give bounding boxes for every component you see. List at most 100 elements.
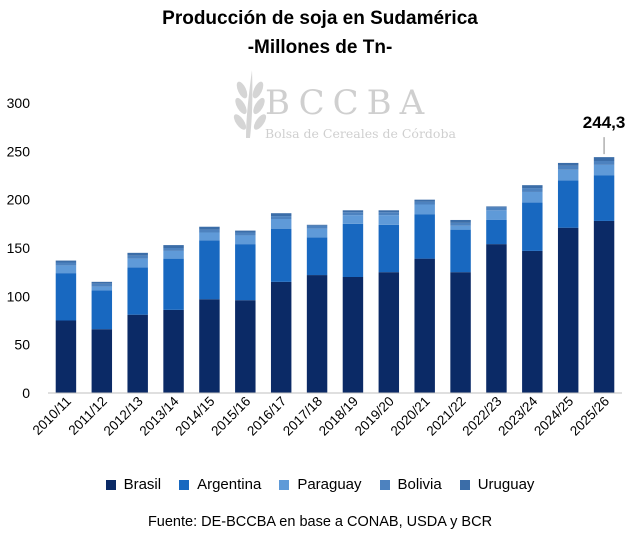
bar-segment-paraguay	[127, 258, 148, 268]
legend-item-bolivia: Bolivia	[379, 476, 442, 493]
bar-segment-argentina	[450, 229, 471, 273]
y-tick-label: 300	[7, 95, 31, 111]
bar-segment-argentina	[593, 175, 615, 221]
bar-segment-brasil	[55, 320, 77, 393]
bar-segment-uruguay	[127, 252, 148, 256]
bar-segment-uruguay	[55, 260, 77, 263]
y-tick-label: 200	[7, 192, 31, 208]
legend-label: Bolivia	[397, 476, 442, 493]
bar-segment-bolivia	[378, 212, 400, 216]
bar-segment-brasil	[378, 272, 400, 393]
bar-segment-argentina	[199, 240, 220, 300]
bar-segment-bolivia	[270, 216, 292, 219]
bar-segment-paraguay	[199, 232, 220, 241]
bar-segment-bolivia	[91, 283, 113, 287]
bar-segment-argentina	[342, 223, 364, 277]
bar-segment-argentina	[557, 180, 579, 228]
bar-segment-brasil	[306, 275, 328, 393]
y-tick-label: 250	[7, 143, 31, 159]
total-annotation: 244,3	[583, 113, 626, 155]
legend-label: Argentina	[197, 476, 262, 493]
source-note: Fuente: DE-BCCBA en base a CONAB, USDA y…	[147, 514, 493, 530]
bar-segment-bolivia	[342, 212, 364, 216]
bar-segment-argentina	[378, 224, 400, 273]
bar-segment-brasil	[235, 300, 256, 393]
bar-segment-uruguay	[378, 210, 400, 213]
legend-swatch	[459, 479, 470, 490]
bar-segment-argentina	[235, 244, 256, 301]
stacked-bar-chart: BCCBA Bolsa de Cereales de Córdoba 0 50 10…	[7, 70, 626, 439]
bar-segment-paraguay	[306, 228, 328, 238]
bar-segment-bolivia	[306, 225, 328, 229]
bar-segment-bolivia	[486, 207, 507, 211]
watermark: BCCBA Bolsa de Cereales de Córdoba	[233, 70, 456, 141]
bar-segment-paraguay	[593, 164, 615, 176]
bar-segment-bolivia	[235, 232, 256, 236]
legend-swatch	[379, 479, 390, 490]
bar-segment-uruguay	[235, 230, 256, 233]
bar-segment-uruguay	[270, 213, 292, 217]
bar-segment-brasil	[414, 258, 435, 393]
bar-segment-paraguay	[342, 215, 364, 224]
bar-segment-uruguay	[450, 219, 471, 223]
annotation-label: 244,3	[583, 113, 626, 132]
bar-segment-brasil	[270, 281, 292, 393]
bar-segment-argentina	[486, 219, 507, 245]
bar-segment-brasil	[163, 309, 184, 393]
bar-segment-brasil	[127, 314, 148, 393]
bar-segment-brasil	[199, 299, 220, 393]
bar-segment-bolivia	[593, 161, 615, 165]
legend-item-paraguay: Paraguay	[279, 476, 362, 493]
bar-segment-paraguay	[557, 169, 579, 181]
bar-segment-brasil	[486, 244, 507, 393]
bar-segment-uruguay	[414, 199, 435, 202]
bar-segment-argentina	[127, 267, 148, 315]
bar-segment-argentina	[306, 237, 328, 276]
y-tick-label: 0	[22, 385, 30, 401]
bar-segment-uruguay	[557, 162, 579, 166]
y-axis: 0 50 100 150 200 250 300	[7, 95, 31, 401]
x-axis: 2010/112011/122012/132013/142014/152015/…	[30, 393, 613, 438]
bar-segment-argentina	[163, 258, 184, 310]
legend-label: Uruguay	[477, 476, 535, 493]
y-tick-label: 150	[7, 240, 31, 256]
legend-swatch	[279, 479, 290, 490]
bar-segment-bolivia	[557, 165, 579, 170]
bar-segment-brasil	[593, 220, 615, 393]
bar-segment-paraguay	[378, 215, 400, 225]
bar-segment-brasil	[91, 329, 113, 393]
bar-segment-argentina	[270, 228, 292, 282]
legend-item-brasil: Brasil	[105, 476, 161, 493]
bar-segment-bolivia	[522, 188, 543, 192]
bar-segment-paraguay	[91, 286, 113, 291]
bar-segment-argentina	[522, 202, 543, 251]
bar-segment-bolivia	[55, 262, 77, 266]
y-tick-label: 100	[7, 288, 31, 304]
x-tick-label: 2025/26	[567, 394, 612, 439]
bar-segment-paraguay	[522, 191, 543, 203]
bar-segment-uruguay	[199, 226, 220, 230]
bar-segment-bolivia	[414, 201, 435, 205]
bar-segment-brasil	[557, 227, 579, 393]
bar-segment-uruguay	[163, 245, 184, 248]
legend-swatch	[105, 479, 116, 490]
bar-segment-argentina	[55, 273, 77, 321]
bar-segment-argentina	[91, 290, 113, 330]
bar-segment-uruguay	[306, 224, 328, 226]
watermark-name: BCCBA	[265, 83, 432, 123]
bar-segment-uruguay	[593, 157, 615, 161]
y-tick-label: 50	[14, 337, 30, 353]
bar-segment-uruguay	[522, 185, 543, 189]
watermark-tagline: Bolsa de Cereales de Córdoba	[265, 126, 456, 141]
bar-segment-bolivia	[163, 248, 184, 251]
bar-segment-bolivia	[450, 222, 471, 226]
bar-segment-bolivia	[127, 255, 148, 259]
bar-segment-paraguay	[235, 235, 256, 245]
legend-item-uruguay: Uruguay	[459, 476, 535, 493]
bar-segment-paraguay	[55, 265, 77, 274]
bar-segment-paraguay	[486, 210, 507, 220]
bar-segment-brasil	[450, 272, 471, 393]
bar-segment-uruguay	[486, 206, 507, 208]
x-tick-label: 2010/11	[30, 394, 74, 438]
bar-segment-paraguay	[450, 225, 471, 230]
